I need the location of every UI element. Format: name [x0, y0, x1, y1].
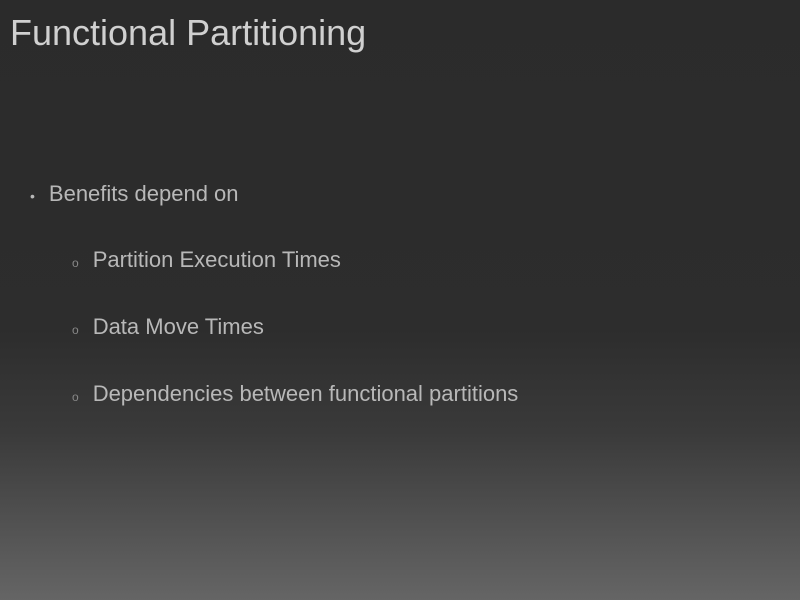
- main-bullet: • Benefits depend on: [30, 181, 800, 207]
- slide-body: • Benefits depend on o Partition Executi…: [0, 66, 800, 408]
- slide-title: Functional Partitioning: [0, 0, 800, 66]
- sub-bullet: o Partition Execution Times: [72, 247, 800, 274]
- sub-bullet: o Dependencies between functional partit…: [72, 381, 800, 408]
- sub-bullet-text: Data Move Times: [93, 314, 264, 340]
- circle-marker: o: [72, 252, 79, 274]
- main-bullet-text: Benefits depend on: [49, 181, 239, 207]
- sub-bullet-list: o Partition Execution Times o Data Move …: [30, 247, 800, 408]
- circle-marker: o: [72, 386, 79, 408]
- sub-bullet: o Data Move Times: [72, 314, 800, 341]
- bullet-marker: •: [30, 185, 35, 207]
- sub-bullet-text: Dependencies between functional partitio…: [93, 381, 519, 407]
- sub-bullet-text: Partition Execution Times: [93, 247, 341, 273]
- circle-marker: o: [72, 319, 79, 341]
